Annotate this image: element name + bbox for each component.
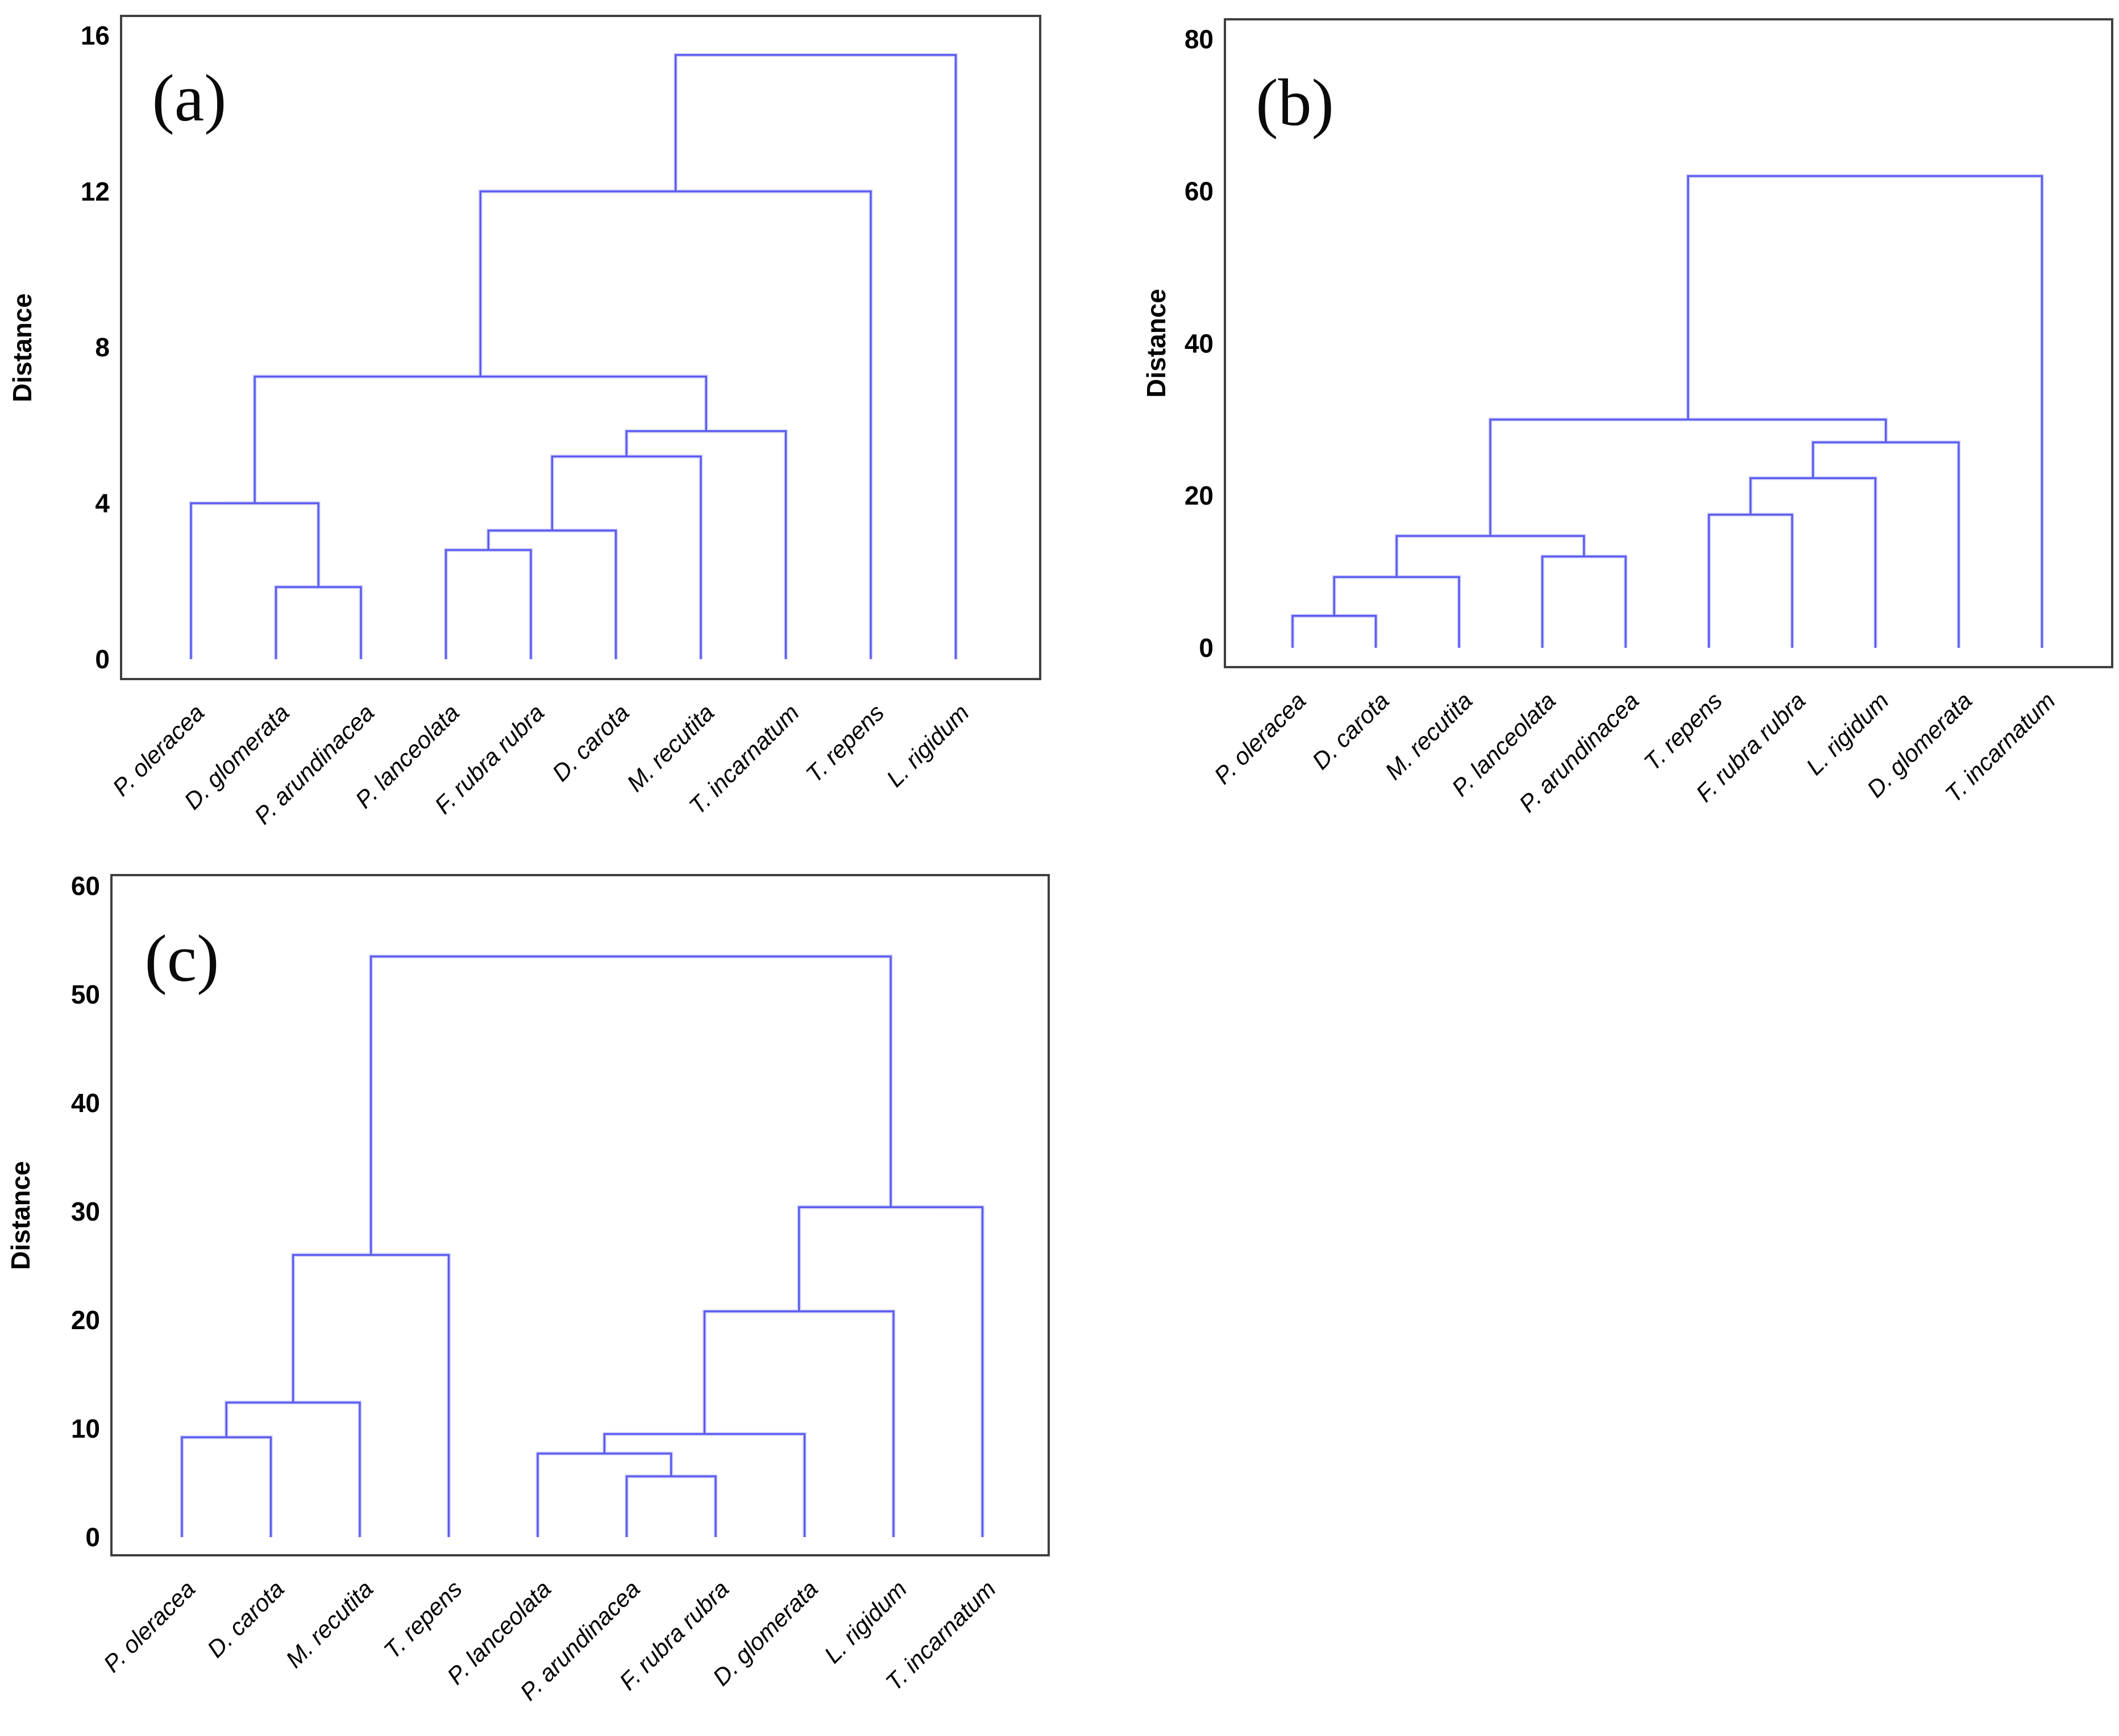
dendrogram-link-halo bbox=[625, 1474, 718, 1537]
plot-box-a bbox=[120, 15, 1041, 680]
dendrogram-link-halo bbox=[189, 501, 321, 659]
dendrogram-link bbox=[1687, 175, 2043, 648]
dendrogram-link-halo bbox=[674, 53, 958, 659]
leaf-label: P. oleracea bbox=[1209, 687, 1311, 789]
dendrogram-link bbox=[1750, 477, 1877, 648]
dendrogram-link bbox=[1291, 615, 1377, 648]
dendrogram-link-halo bbox=[274, 585, 363, 659]
y-tick-label: 80 bbox=[1185, 24, 1214, 54]
leaf-label: D. carota bbox=[1307, 687, 1394, 775]
dendrogram-link bbox=[225, 1401, 361, 1537]
dendrogram-link bbox=[551, 455, 702, 659]
dendrogram-link bbox=[1333, 576, 1460, 648]
y-axis-title-a: Distance bbox=[7, 293, 37, 402]
dendrogram-link bbox=[603, 1433, 806, 1537]
dendrogram-link-halo bbox=[1540, 554, 1628, 648]
dendrogram-link bbox=[703, 1310, 895, 1537]
y-tick-label: 8 bbox=[95, 332, 110, 362]
dendrogram-link bbox=[625, 430, 787, 659]
dendrogram-link-halo bbox=[1686, 174, 2044, 648]
leaf-label: L. rigidum bbox=[819, 1575, 912, 1668]
dendrogram-link bbox=[181, 1436, 272, 1537]
dendrogram-links-halo-a bbox=[189, 53, 958, 659]
panel-letter-b: (b) bbox=[1256, 65, 1334, 140]
y-tick-label: 30 bbox=[71, 1197, 100, 1226]
dendrogram-link bbox=[275, 586, 362, 659]
panel-letter-c: (c) bbox=[145, 921, 219, 996]
dendrogram-link bbox=[1811, 441, 1960, 648]
y-axis-title-b: Distance bbox=[1141, 289, 1171, 398]
dendrogram-link-halo bbox=[291, 1252, 451, 1537]
dendrogram-link-halo bbox=[444, 548, 533, 659]
y-tick-label: 0 bbox=[1199, 633, 1214, 663]
panel-letter-a: (a) bbox=[152, 61, 227, 135]
y-tick-label: 12 bbox=[81, 177, 110, 206]
y-tick-label: 60 bbox=[71, 871, 100, 901]
y-tick-label: 50 bbox=[71, 980, 100, 1009]
dendrogram-link-halo bbox=[478, 189, 873, 659]
y-tick-label: 0 bbox=[95, 644, 110, 674]
dendrogram-link-halo bbox=[1332, 574, 1461, 648]
dendrogram-link-halo bbox=[550, 454, 703, 659]
dendrogram-link bbox=[1707, 513, 1793, 648]
y-tick-label: 16 bbox=[81, 20, 110, 50]
leaf-label: T. repens bbox=[379, 1575, 467, 1664]
dendrogram-link-halo bbox=[1811, 440, 1961, 648]
dendrogram-link bbox=[479, 190, 872, 659]
dendrogram-link-halo bbox=[224, 1400, 362, 1537]
leaf-label: D. carota bbox=[202, 1575, 289, 1663]
leaf-label: P. oleracea bbox=[98, 1575, 201, 1677]
dendrogram-link bbox=[625, 1475, 717, 1537]
dendrogram-link-halo bbox=[797, 1205, 984, 1537]
plot-box-b bbox=[1224, 18, 2113, 668]
y-tick-label: 20 bbox=[71, 1305, 100, 1335]
dendrogram-link bbox=[537, 1452, 672, 1537]
dendrogram-links-c bbox=[181, 955, 984, 1537]
dendrogram-link-halo bbox=[369, 954, 893, 1255]
y-tick-label: 20 bbox=[1185, 481, 1214, 510]
dendrogram-link bbox=[1541, 555, 1627, 648]
dendrogram-links-b bbox=[1291, 175, 2043, 648]
dendrogram-links-a bbox=[190, 54, 957, 659]
dendrogram-link bbox=[369, 955, 892, 1255]
y-tick-label: 40 bbox=[1185, 328, 1214, 358]
dendrogram-link-halo bbox=[702, 1309, 896, 1537]
dendrogram-link-halo bbox=[1748, 476, 1877, 648]
dendrogram-link bbox=[798, 1206, 984, 1537]
dendrogram-link-halo bbox=[180, 1435, 273, 1537]
dendrogram-link-halo bbox=[1707, 513, 1794, 648]
leaf-label: M. recutita bbox=[280, 1575, 378, 1673]
y-tick-label: 4 bbox=[95, 489, 110, 518]
dendrogram-link bbox=[674, 54, 957, 659]
dendrogram-link-halo bbox=[602, 1432, 807, 1537]
dendrogram-link-halo bbox=[624, 429, 788, 659]
leaf-label: T. repens bbox=[1639, 687, 1727, 776]
leaf-label: L. rigidum bbox=[881, 699, 974, 792]
dendrogram-link bbox=[190, 502, 319, 659]
dendrogram-link-halo bbox=[1290, 614, 1378, 648]
dendrogram-link-halo bbox=[535, 1451, 674, 1537]
y-tick-label: 40 bbox=[71, 1088, 100, 1118]
leaf-label: T. repens bbox=[800, 699, 889, 788]
dendrogram-link bbox=[444, 549, 532, 659]
y-tick-label: 10 bbox=[71, 1414, 100, 1443]
y-axis-title-c: Distance bbox=[6, 1161, 35, 1270]
dendrogram-link bbox=[292, 1254, 450, 1537]
y-tick-label: 0 bbox=[85, 1522, 100, 1552]
plot-box-c bbox=[110, 874, 1050, 1556]
leaf-label: D. carota bbox=[547, 699, 634, 786]
dendrogram-link bbox=[254, 375, 708, 503]
dendrogram-link-halo bbox=[252, 374, 708, 503]
dendrogram-links-halo-c bbox=[180, 954, 984, 1537]
y-tick-label: 60 bbox=[1185, 177, 1214, 206]
